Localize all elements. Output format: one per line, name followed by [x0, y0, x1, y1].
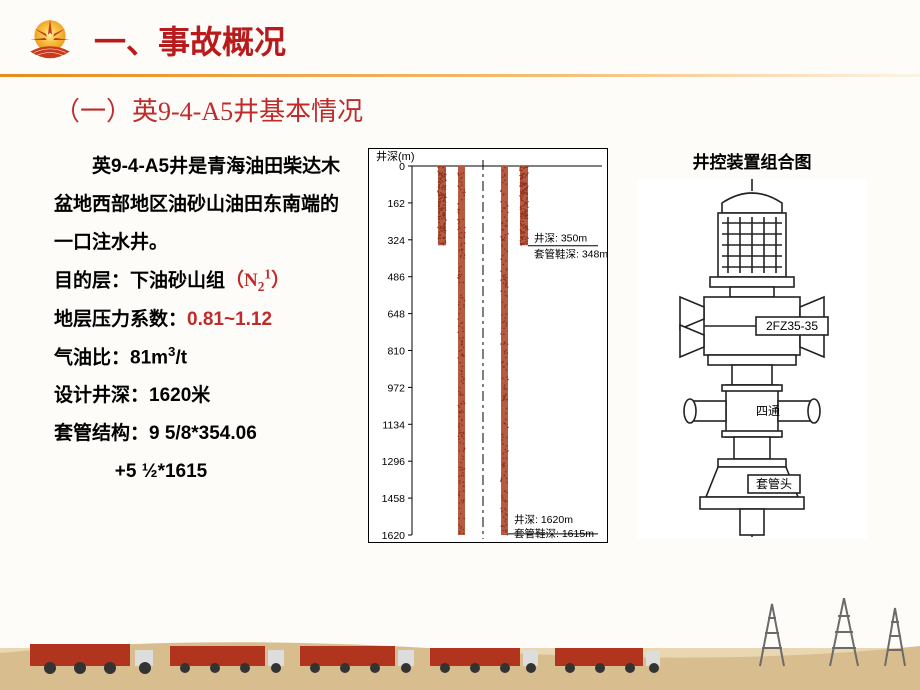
svg-text:1620: 1620 [382, 530, 406, 542]
well-depth-figure: 井深(m)0 162 324 486 648 810 972 1134 1296 1458 1620… [368, 148, 608, 546]
svg-text:1296: 1296 [382, 456, 406, 468]
svg-text:2FZ35-35: 2FZ35-35 [766, 319, 818, 333]
casing-1: 套管结构：9 5/8*354.06 [54, 415, 354, 453]
svg-text:1134: 1134 [382, 419, 405, 431]
petrochina-logo [24, 14, 76, 66]
bop-title: 井控装置组合图 [622, 148, 882, 173]
content-row: 英9-4-A5井是青海油田柴达木盆地西部地区油砂山油田东南端的一口注水井。 目的… [0, 148, 920, 546]
svg-text:486: 486 [387, 272, 405, 284]
svg-text:810: 810 [387, 346, 405, 358]
svg-text:324: 324 [387, 235, 405, 247]
page-title: 一、事故概况 [94, 17, 286, 63]
svg-text:四通: 四通 [756, 404, 780, 418]
text-column: 英9-4-A5井是青海油田柴达木盆地西部地区油砂山油田东南端的一口注水井。 目的… [54, 148, 354, 546]
svg-text:套管鞋深: 348m: 套管鞋深: 348m [534, 248, 608, 261]
svg-text:套管头: 套管头 [756, 476, 792, 491]
svg-text:0: 0 [399, 161, 405, 173]
gor: 气油比：81m3/t [54, 339, 354, 377]
svg-text:648: 648 [387, 309, 405, 321]
casing-2: +5 ½*1615 [54, 453, 354, 491]
subtitle: （一）英9-4-A5井基本情况 [54, 91, 920, 128]
design-depth: 设计井深：1620米 [54, 377, 354, 415]
target-layer: 目的层：下油砂山组（N21） [54, 262, 354, 301]
intro-paragraph: 英9-4-A5井是青海油田柴达木盆地西部地区油砂山油田东南端的一口注水井。 [54, 148, 354, 262]
svg-text:162: 162 [387, 198, 405, 210]
svg-text:井深(m): 井深(m) [376, 149, 415, 163]
header-divider [0, 74, 920, 77]
svg-text:井深: 1620m: 井深: 1620m [514, 513, 573, 526]
footer-illustration [0, 598, 920, 690]
svg-text:972: 972 [387, 382, 405, 394]
svg-text:1458: 1458 [382, 493, 406, 505]
svg-text:井深: 350m: 井深: 350m [534, 232, 587, 245]
pressure: 地层压力系数：0.81~1.12 [54, 301, 354, 339]
bop-figure: 井控装置组合图 2FZ35-35 四通套管头 [622, 148, 882, 546]
